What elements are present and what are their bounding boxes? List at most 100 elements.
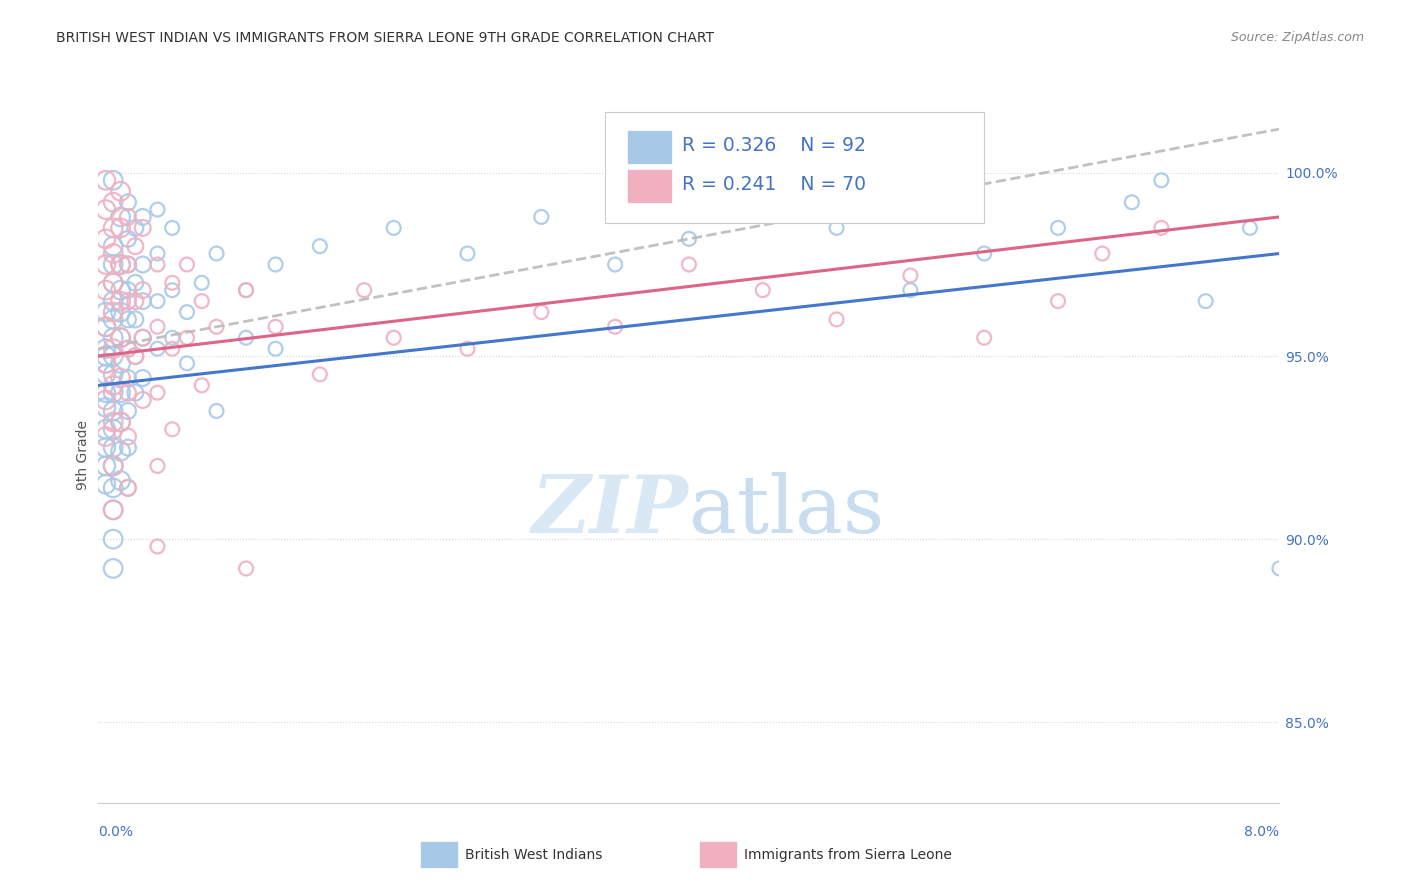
Point: [110, 220, 132, 235]
Point: [103, 441, 125, 455]
Point: [146, 246, 169, 260]
Point: [132, 331, 155, 345]
Point: [103, 331, 125, 345]
Point: [94, 356, 117, 370]
Point: [103, 503, 125, 517]
Point: [1150, 173, 1173, 187]
Point: [124, 385, 146, 400]
Point: [117, 312, 139, 326]
Point: [94, 258, 117, 272]
Point: [103, 294, 125, 309]
Point: [132, 210, 155, 224]
Point: [103, 239, 125, 253]
Point: [117, 210, 139, 224]
Point: [94, 458, 117, 473]
Point: [973, 246, 995, 260]
Point: [103, 342, 125, 356]
Point: [1150, 220, 1173, 235]
Point: [117, 404, 139, 418]
Point: [353, 283, 375, 297]
Point: [103, 378, 125, 392]
Point: [191, 294, 214, 309]
Point: [678, 232, 700, 246]
Point: [117, 385, 139, 400]
Point: [124, 239, 146, 253]
Point: [117, 429, 139, 443]
Point: [124, 349, 146, 363]
Y-axis label: 9th Grade: 9th Grade: [76, 420, 90, 490]
Point: [94, 356, 117, 370]
Point: [1268, 561, 1291, 575]
Point: [103, 415, 125, 429]
Point: [530, 305, 553, 319]
Point: [235, 561, 257, 575]
Point: [235, 283, 257, 297]
Point: [264, 319, 287, 334]
Point: [264, 258, 287, 272]
Point: [235, 283, 257, 297]
Point: [825, 220, 848, 235]
Point: [162, 220, 183, 235]
Point: [162, 276, 183, 290]
Point: [124, 312, 146, 326]
Point: [94, 441, 117, 455]
Point: [1046, 220, 1069, 235]
Point: [146, 294, 169, 309]
Point: [1091, 246, 1114, 260]
Point: [110, 305, 132, 319]
Point: [382, 220, 405, 235]
Point: [1121, 195, 1143, 210]
Point: [103, 173, 125, 187]
Point: [94, 401, 117, 415]
Point: [176, 356, 198, 370]
Point: [117, 258, 139, 272]
Point: [94, 232, 117, 246]
Point: [110, 283, 132, 297]
Text: Source: ZipAtlas.com: Source: ZipAtlas.com: [1230, 31, 1364, 45]
Text: R = 0.241    N = 70: R = 0.241 N = 70: [682, 175, 866, 194]
Point: [110, 444, 132, 458]
Point: [110, 258, 132, 272]
Point: [110, 294, 132, 309]
Point: [94, 422, 117, 436]
Point: [110, 184, 132, 198]
Point: [103, 276, 125, 290]
Point: [678, 258, 700, 272]
Point: [1046, 294, 1069, 309]
Point: [191, 276, 214, 290]
Point: [117, 371, 139, 385]
Point: [94, 392, 117, 407]
Point: [94, 173, 117, 187]
Point: [456, 342, 478, 356]
Point: [110, 258, 132, 272]
Point: [1194, 294, 1216, 309]
Text: atlas: atlas: [689, 472, 884, 549]
Point: [103, 532, 125, 546]
Point: [751, 283, 773, 297]
Point: [605, 319, 627, 334]
Point: [117, 481, 139, 495]
Point: [146, 319, 169, 334]
Text: R = 0.326    N = 92: R = 0.326 N = 92: [682, 136, 866, 155]
Point: [205, 404, 228, 418]
Text: Immigrants from Sierra Leone: Immigrants from Sierra Leone: [744, 847, 952, 862]
Point: [146, 385, 169, 400]
Point: [117, 342, 139, 356]
Point: [146, 202, 169, 217]
Point: [103, 561, 125, 575]
Point: [1239, 220, 1261, 235]
Text: British West Indians: British West Indians: [465, 847, 603, 862]
Point: [103, 246, 125, 260]
Point: [124, 220, 146, 235]
Point: [94, 283, 117, 297]
Point: [103, 458, 125, 473]
Point: [110, 210, 132, 224]
Point: [191, 378, 214, 392]
Point: [117, 342, 139, 356]
Point: [110, 331, 132, 345]
Point: [117, 481, 139, 495]
Point: [132, 331, 155, 345]
Point: [94, 202, 117, 217]
Point: [117, 283, 139, 297]
Point: [103, 305, 125, 319]
